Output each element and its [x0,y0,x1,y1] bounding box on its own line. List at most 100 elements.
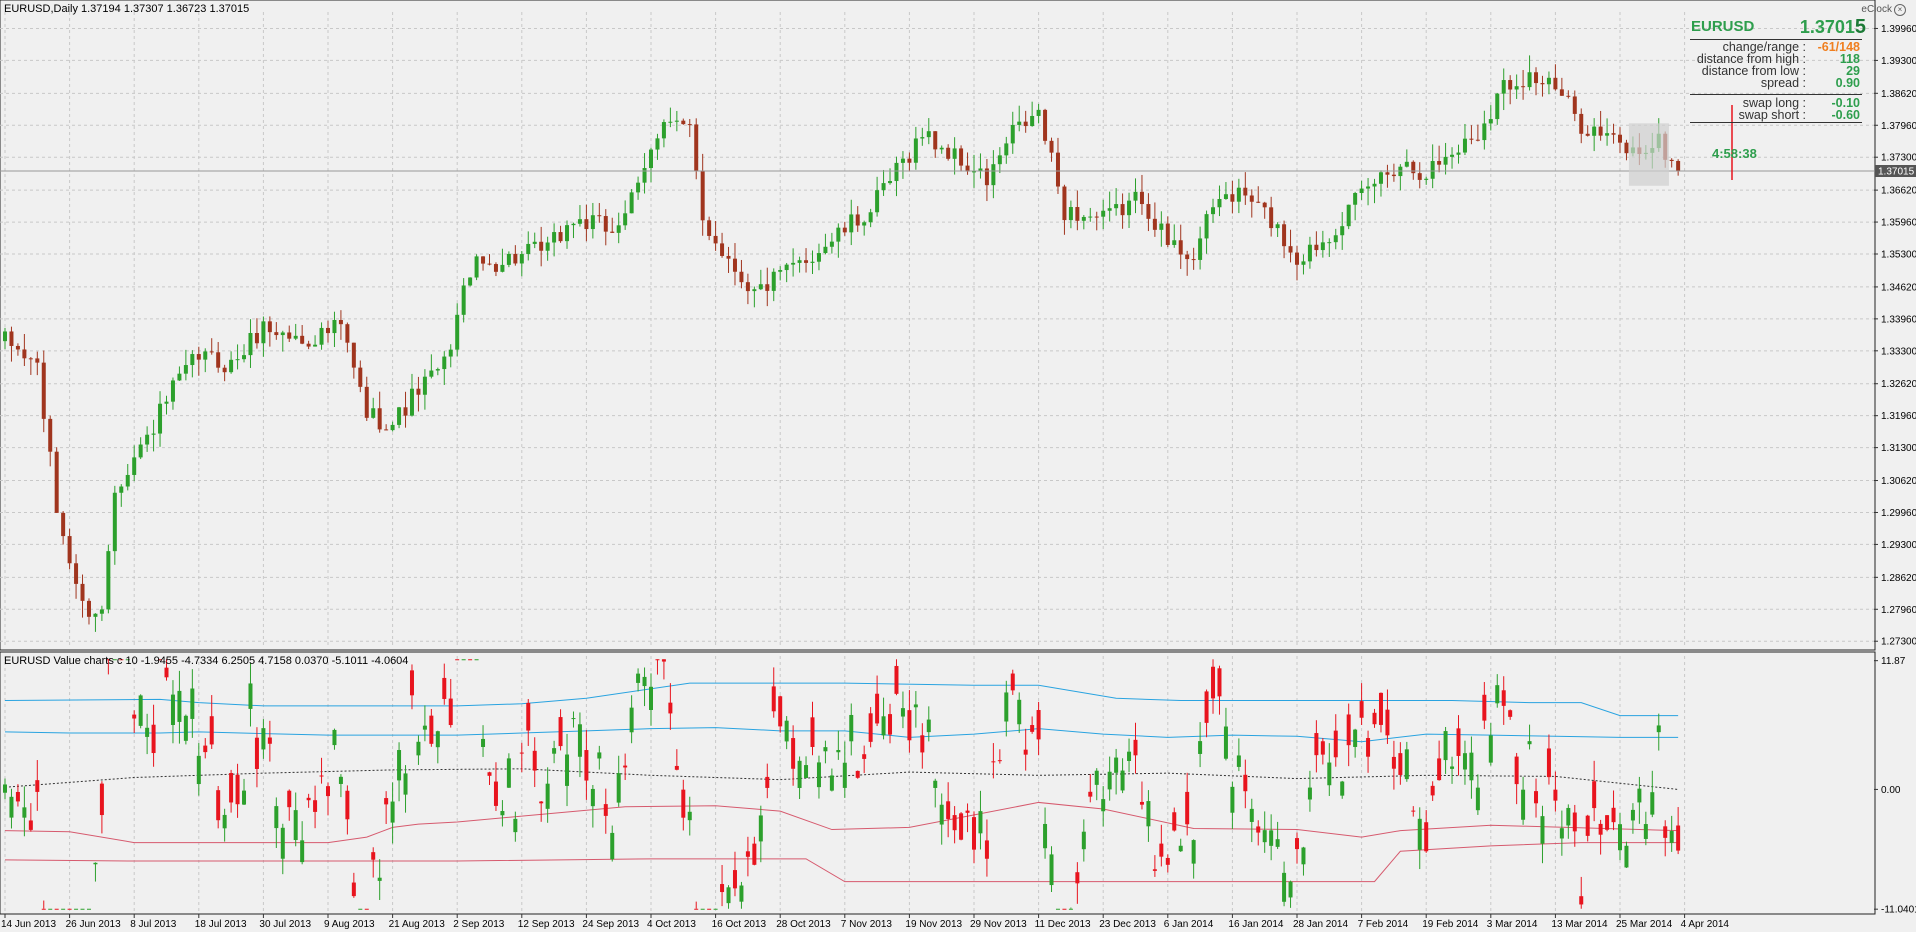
indicator-candle-body [287,790,292,808]
price-candle-body [1340,226,1345,236]
indicator-candle-body [1172,812,1177,831]
indicator-candle-body [1223,726,1228,759]
indicator-candle-body [1462,753,1467,770]
price-candle-body [1450,154,1455,157]
bar-timer: 4:58:38 [1712,146,1757,161]
indicator-candle-body [54,908,59,910]
indicator-candle-body [642,676,647,687]
indicator-candle-body [1295,838,1299,850]
price-candle-body [539,241,544,251]
indicator-candle-body [577,724,582,757]
price-candle-body [222,367,227,373]
price-candle-body [720,243,725,256]
price-tick-label: 1.33960 [1881,314,1916,325]
price-candle-body [132,457,137,475]
price-candle-body [119,486,124,493]
price-candle-body [732,258,737,272]
price-candle-body [1624,142,1629,154]
indicator-candle-body [481,738,486,747]
indicator-candle-body [687,811,692,821]
price-candle-body [694,124,699,171]
price-candle-body [61,512,66,537]
price-candle-body [442,356,447,370]
indicator-candle-body [300,840,305,863]
close-circle-icon[interactable]: × [1894,4,1906,16]
price-candle-body [1430,161,1435,179]
indicator-candle-body [836,749,841,753]
indicator-candle-body [429,715,434,744]
indicator-candle-body [900,708,905,717]
indicator-candle-body [532,750,537,771]
time-tick-label: 8 Jul 2013 [130,919,177,930]
price-candle-body [1469,138,1474,140]
price-candle-body [1114,204,1119,209]
indicator-candle-body [1618,824,1622,851]
price-candle-body [1075,207,1080,221]
indicator-candle-body [1391,756,1396,769]
price-candle-body [106,551,111,610]
time-tick-label: 21 Aug 2013 [389,919,446,930]
price-candle-body [287,332,292,339]
indicator-candle-body [571,718,576,720]
indicator-tick-label: -11.0401 [1881,905,1916,916]
indicator-candle-body [1049,854,1054,886]
indicator-candle-body [758,815,763,842]
indicator-candle-body [158,659,163,661]
eclock-text: eClock [1861,4,1892,15]
indicator-candle-body [216,790,221,821]
indicator-candle-body [1217,668,1222,697]
indicator-candle-body [1094,770,1099,785]
indicator-candle-body [1676,825,1681,851]
time-tick-label: 4 Apr 2014 [1681,919,1730,930]
price-candle-body [700,170,705,221]
price-candle-body [22,349,27,359]
price-candle-body [597,215,602,217]
price-candle-body [888,181,893,184]
price-candle-body [855,214,860,226]
price-candle-body [319,327,324,345]
price-candle-body [1204,214,1209,239]
price-candle-body [952,148,957,159]
indicator-candle-body [1230,786,1235,813]
indicator-candle-body [1165,857,1170,865]
price-candle-body [745,282,750,292]
indicator-candle-body [1456,728,1461,756]
price-candle-body [997,155,1002,165]
time-tick-label: 14 Jun 2013 [1,919,56,930]
price-candle-body [571,223,576,226]
indicator-candle-body [1081,831,1086,850]
bid-price-main: 1.3701 [1799,17,1855,37]
price-candle-body [1236,187,1241,202]
indicator-candle-body [513,818,518,833]
time-tick-label: 2 Sep 2013 [453,919,505,930]
indicator-candle-body [888,714,893,735]
price-candle-body [1307,244,1312,262]
price-candle-body [1295,252,1299,265]
price-candle-body [99,609,104,614]
indicator-candle-body [1004,692,1009,722]
price-candle-body [1437,161,1442,165]
indicator-candle-body [1417,818,1422,850]
price-candle-body [1559,89,1564,96]
indicator-candle-body [1075,872,1080,884]
indicator-candle-body [1430,785,1435,796]
price-candle-body [267,321,272,333]
price-candle-body [1030,115,1035,127]
price-candle-body [300,335,305,344]
price-candle-body [946,147,951,159]
price-tick-label: 1.27300 [1881,637,1916,648]
price-candle-body [1314,244,1319,251]
price-candle-body [713,235,718,244]
price-tick-label: 1.36620 [1881,186,1916,197]
indicator-candle-body [293,810,298,841]
price-tick-label: 1.35960 [1881,218,1916,229]
indicator-candle-body [610,832,615,860]
indicator-candle-body [1068,908,1073,910]
indicator-candle-body [242,790,247,805]
indicator-candle-body [1656,725,1661,733]
price-candle-body [1107,208,1112,211]
indicator-candle-body [829,775,834,791]
indicator-candle-body [565,754,570,786]
indicator-candle-body [674,765,679,770]
